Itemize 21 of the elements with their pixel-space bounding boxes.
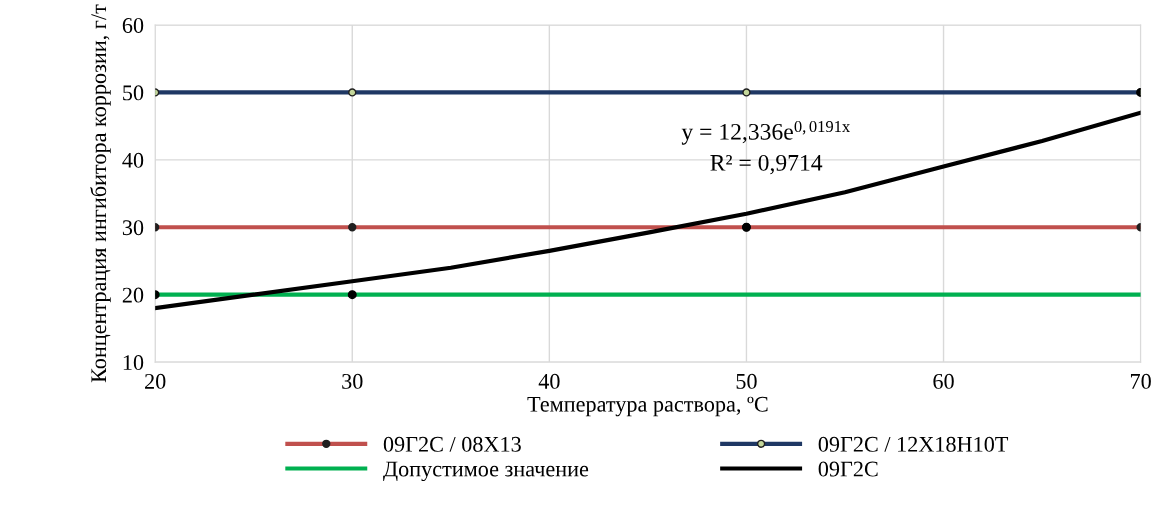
y-axis-title: Концентрация ингибитора коррозии, г/т [90,4,111,383]
x-tick-label: 40 [538,373,560,389]
legend-label: 09Г2С [818,461,878,477]
y-tick-label: 40 [122,152,144,168]
x-tick-label: 60 [933,373,954,389]
line-series [155,110,1141,311]
x-tick-label: 70 [1130,373,1151,389]
x-tick-label: 20 [145,373,166,389]
x-axis-title: Температура раствора, ºС [527,396,768,417]
legend-label: 09Г2С / 12Х18Н10Т [818,436,1009,452]
y-tick-label: 20 [122,287,144,303]
y-tick-label: 60 [122,17,144,33]
x-tick-label: 30 [342,373,363,389]
annotation: y = 12,336e$^{0,0191x}$ [681,120,850,145]
annotation: R² = 0,9714 [710,154,823,175]
y-tick-label: 10 [123,355,144,371]
legend-label: Допустимое значение [383,461,589,482]
legend-label: 09Г2С / 08Х13 [383,436,521,452]
x-tick-label: 50 [736,373,757,389]
y-tick-label: 30 [122,220,144,236]
y-tick-label: 50 [123,85,144,101]
